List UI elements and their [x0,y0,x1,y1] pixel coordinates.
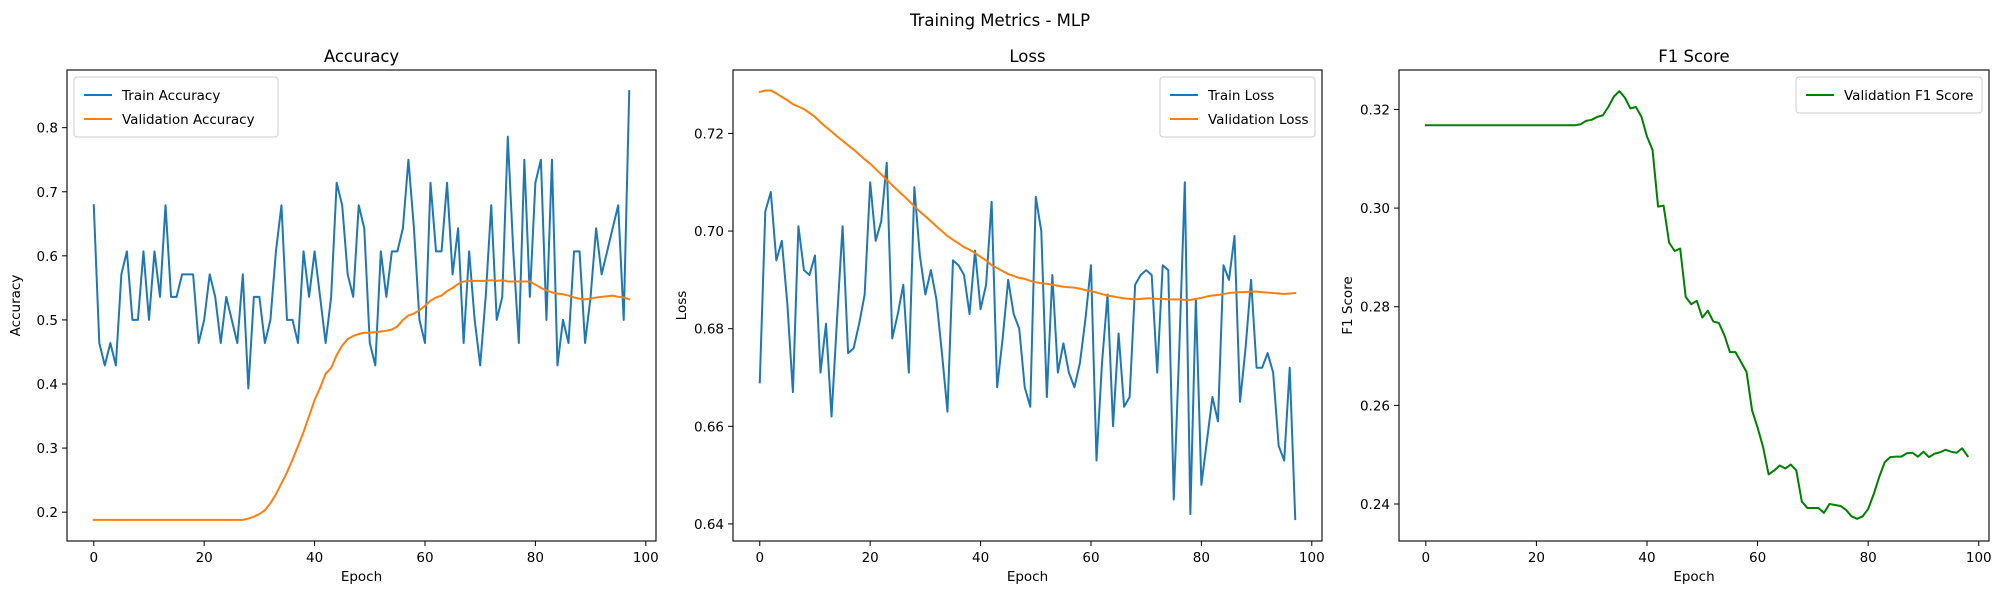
loss-legend-box [1159,76,1316,138]
loss-axes-frame [732,69,1323,542]
f1-score-xlabel: Epoch [1673,569,1714,585]
f1-score-title: F1 Score [1658,47,1729,66]
accuracy-ytick-label: 0.2 [37,505,58,521]
loss-series-1-line [758,161,1297,521]
accuracy-xtick-label: 80 [527,550,544,566]
loss-ytick-label: 0.70 [694,224,724,240]
f1-score-xtick-label: 80 [1860,550,1877,566]
accuracy-series-1-line [92,90,631,390]
accuracy-legend-box [73,76,279,138]
accuracy-ytick-label: 0.5 [37,313,58,329]
loss-legend-label: Train Loss [1207,88,1274,104]
accuracy-axes-frame [66,69,657,542]
loss-xtick-label: 0 [755,550,764,566]
accuracy-ylabel: Accuracy [8,275,24,337]
f1-score-ytick-label: 0.24 [1360,497,1390,513]
accuracy-ytick-label: 0.8 [37,121,58,137]
accuracy-ytick-label: 0.4 [37,377,58,393]
loss-title: Loss [1009,47,1045,66]
f1-score-xtick-label: 40 [1638,550,1655,566]
f1-score-xtick-label: 0 [1422,550,1431,566]
f1-score-axes-frame [1398,69,1990,542]
loss-ylabel: Loss [674,291,690,321]
accuracy-xtick-label: 100 [633,550,659,566]
loss-xtick-label: 20 [862,550,879,566]
loss-legend: Train Loss Validation Loss [1159,76,1316,138]
accuracy-xtick-label: 20 [196,550,213,566]
f1-score-ytick-label: 0.26 [1360,398,1390,414]
loss-legend-label: Validation Loss [1208,112,1309,128]
accuracy-ytick-label: 0.3 [37,441,58,457]
figure-suptitle: Training Metrics - MLP [909,11,1090,30]
accuracy-xtick-label: 40 [306,550,323,566]
loss-xlabel: Epoch [1007,569,1048,585]
f1-score-ylabel: F1 Score [1340,276,1356,334]
loss-series-2-line [758,89,1297,301]
loss-ytick-label: 0.68 [694,322,724,338]
accuracy-series-2-line [92,279,631,521]
f1-score-legend-box [1795,76,1983,114]
f1-score-ytick-label: 0.32 [1360,102,1390,118]
loss-xtick-label: 100 [1299,550,1325,566]
accuracy-xlabel: Epoch [341,569,382,585]
f1-score-legend-label: Validation F1 Score [1844,88,1973,104]
f1-score-xtick-label: 20 [1528,550,1545,566]
f1-score-ytick-label: 0.30 [1360,201,1390,217]
accuracy-ytick-label: 0.6 [37,249,58,265]
accuracy-xtick-label: 60 [416,550,433,566]
f1-score-panel: F1 Score 0 20 40 60 80 100 0.24 0.26 0.28 0.30 0.32… [1340,47,1992,585]
accuracy-title: Accuracy [324,47,400,66]
accuracy-ytick-label: 0.7 [37,185,58,201]
f1-score-series-1-line [1424,90,1970,520]
accuracy-xtick-label: 0 [89,550,98,566]
loss-xtick-label: 80 [1193,550,1210,566]
loss-ytick-label: 0.72 [694,126,724,142]
loss-ytick-label: 0.64 [694,517,724,533]
loss-xtick-label: 40 [972,550,989,566]
f1-score-legend: Validation F1 Score [1795,76,1983,114]
accuracy-legend-label: Validation Accuracy [122,112,255,128]
f1-score-xtick-label: 60 [1749,550,1766,566]
loss-xtick-label: 60 [1082,550,1099,566]
accuracy-panel: Accuracy 0 20 40 60 80 100 0.2 0.3 0.4 0.5 0.6 0.7 0.… [8,47,659,585]
f1-score-ytick-label: 0.28 [1360,300,1390,316]
loss-panel: Loss 0 20 40 60 80 100 0.64 0.66 0.68 0.70 0.72 Epoc… [674,47,1325,585]
f1-score-xtick-label: 100 [1966,550,1992,566]
loss-ytick-label: 0.66 [694,419,724,435]
accuracy-legend-label: Train Accuracy [121,88,220,104]
accuracy-legend: Train Accuracy Validation Accuracy [73,76,279,138]
